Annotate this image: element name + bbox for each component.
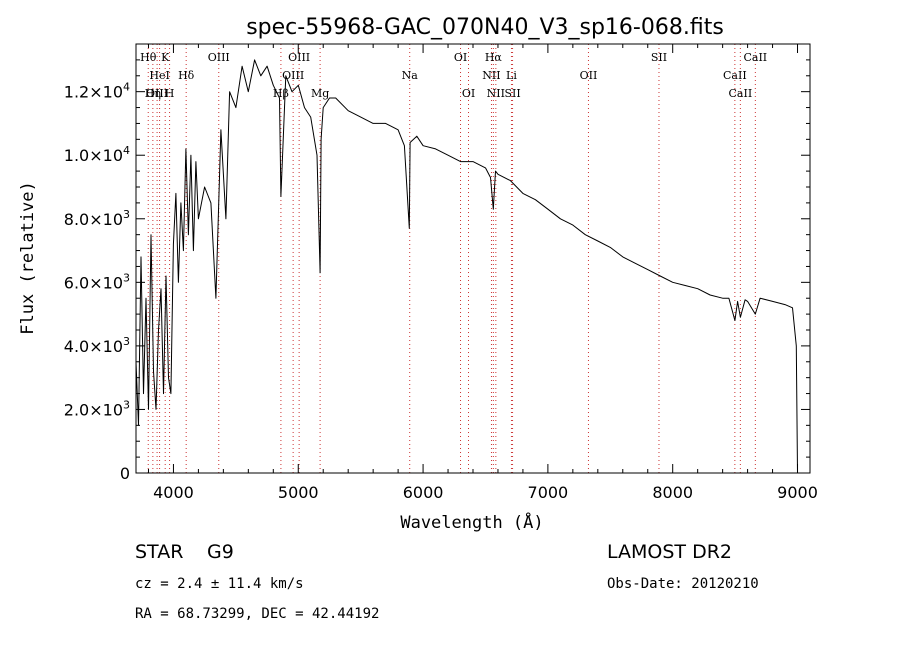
coordinates-text: RA = 68.73299, DEC = 42.44192 xyxy=(135,606,380,622)
line-label: Hδ xyxy=(178,69,195,82)
line-label: Hθ xyxy=(140,51,157,64)
spectral-line-markers xyxy=(147,44,756,473)
obs-date-text: Obs-Date: 20120210 xyxy=(607,576,759,592)
y-axis: 0 2.0×103 4.0×103 6.0×103 8.0×103 1.0×104 1.2×… xyxy=(64,59,810,483)
y-tick-label: 8.0×103 xyxy=(64,208,130,229)
x-tick-label: 4000 xyxy=(153,483,194,502)
x-tick-label: 9000 xyxy=(777,483,818,502)
line-label: Hα xyxy=(485,51,503,64)
line-label: OIII xyxy=(208,51,230,64)
plot-frame xyxy=(135,43,811,474)
line-label: NII xyxy=(482,69,500,82)
y-axis-label: Flux (relative) xyxy=(18,181,38,335)
x-tick-label: 5000 xyxy=(278,483,319,502)
line-label: CaII xyxy=(723,69,747,82)
y-tick-label: 6.0×103 xyxy=(64,271,130,292)
x-tick-label: 7000 xyxy=(528,483,569,502)
spectrum-line xyxy=(135,59,798,474)
redshift-text: cz = 2.4 ± 11.4 km/s xyxy=(135,576,304,592)
line-label: OIII xyxy=(146,87,168,100)
line-label: HeI xyxy=(149,69,169,82)
line-label: OI xyxy=(454,51,467,64)
line-label: Na xyxy=(402,69,419,82)
line-label: Hη xyxy=(145,87,161,100)
line-label: CaII xyxy=(729,87,753,100)
x-tick-label: 8000 xyxy=(652,483,693,502)
line-label: Mg xyxy=(311,87,329,100)
x-tick-label: 6000 xyxy=(403,483,444,502)
y-tick-label: 2.0×103 xyxy=(64,398,130,419)
survey-name: LAMOST DR2 xyxy=(607,541,732,563)
y-tick-label: 0 xyxy=(120,464,130,483)
y-tick-label: 4.0×103 xyxy=(64,335,130,356)
line-label: SII xyxy=(651,51,667,64)
chart-title: spec-55968-GAC_070N40_V3_sp16-068.fits xyxy=(246,15,724,40)
line-label: OIII xyxy=(282,69,304,82)
line-label: OII xyxy=(580,69,598,82)
y-tick-label: 1.0×104 xyxy=(64,144,130,165)
line-label: NII xyxy=(487,87,505,100)
line-label: H xyxy=(165,87,175,100)
x-axis: 4000 5000 6000 7000 8000 9000 xyxy=(147,44,818,502)
object-subclass: G9 xyxy=(207,541,234,563)
y-tick-label: 1.2×104 xyxy=(64,81,130,102)
spectrum-series xyxy=(135,59,798,474)
x-axis-label: Wavelength (Å) xyxy=(400,511,543,533)
object-class: STAR xyxy=(135,541,184,563)
line-label: CaII xyxy=(743,51,767,64)
line-label: K xyxy=(161,51,170,64)
line-label: SII xyxy=(504,87,520,100)
line-label: Li xyxy=(506,69,517,82)
line-label: OIII xyxy=(288,51,310,64)
line-label: OI xyxy=(462,87,475,100)
